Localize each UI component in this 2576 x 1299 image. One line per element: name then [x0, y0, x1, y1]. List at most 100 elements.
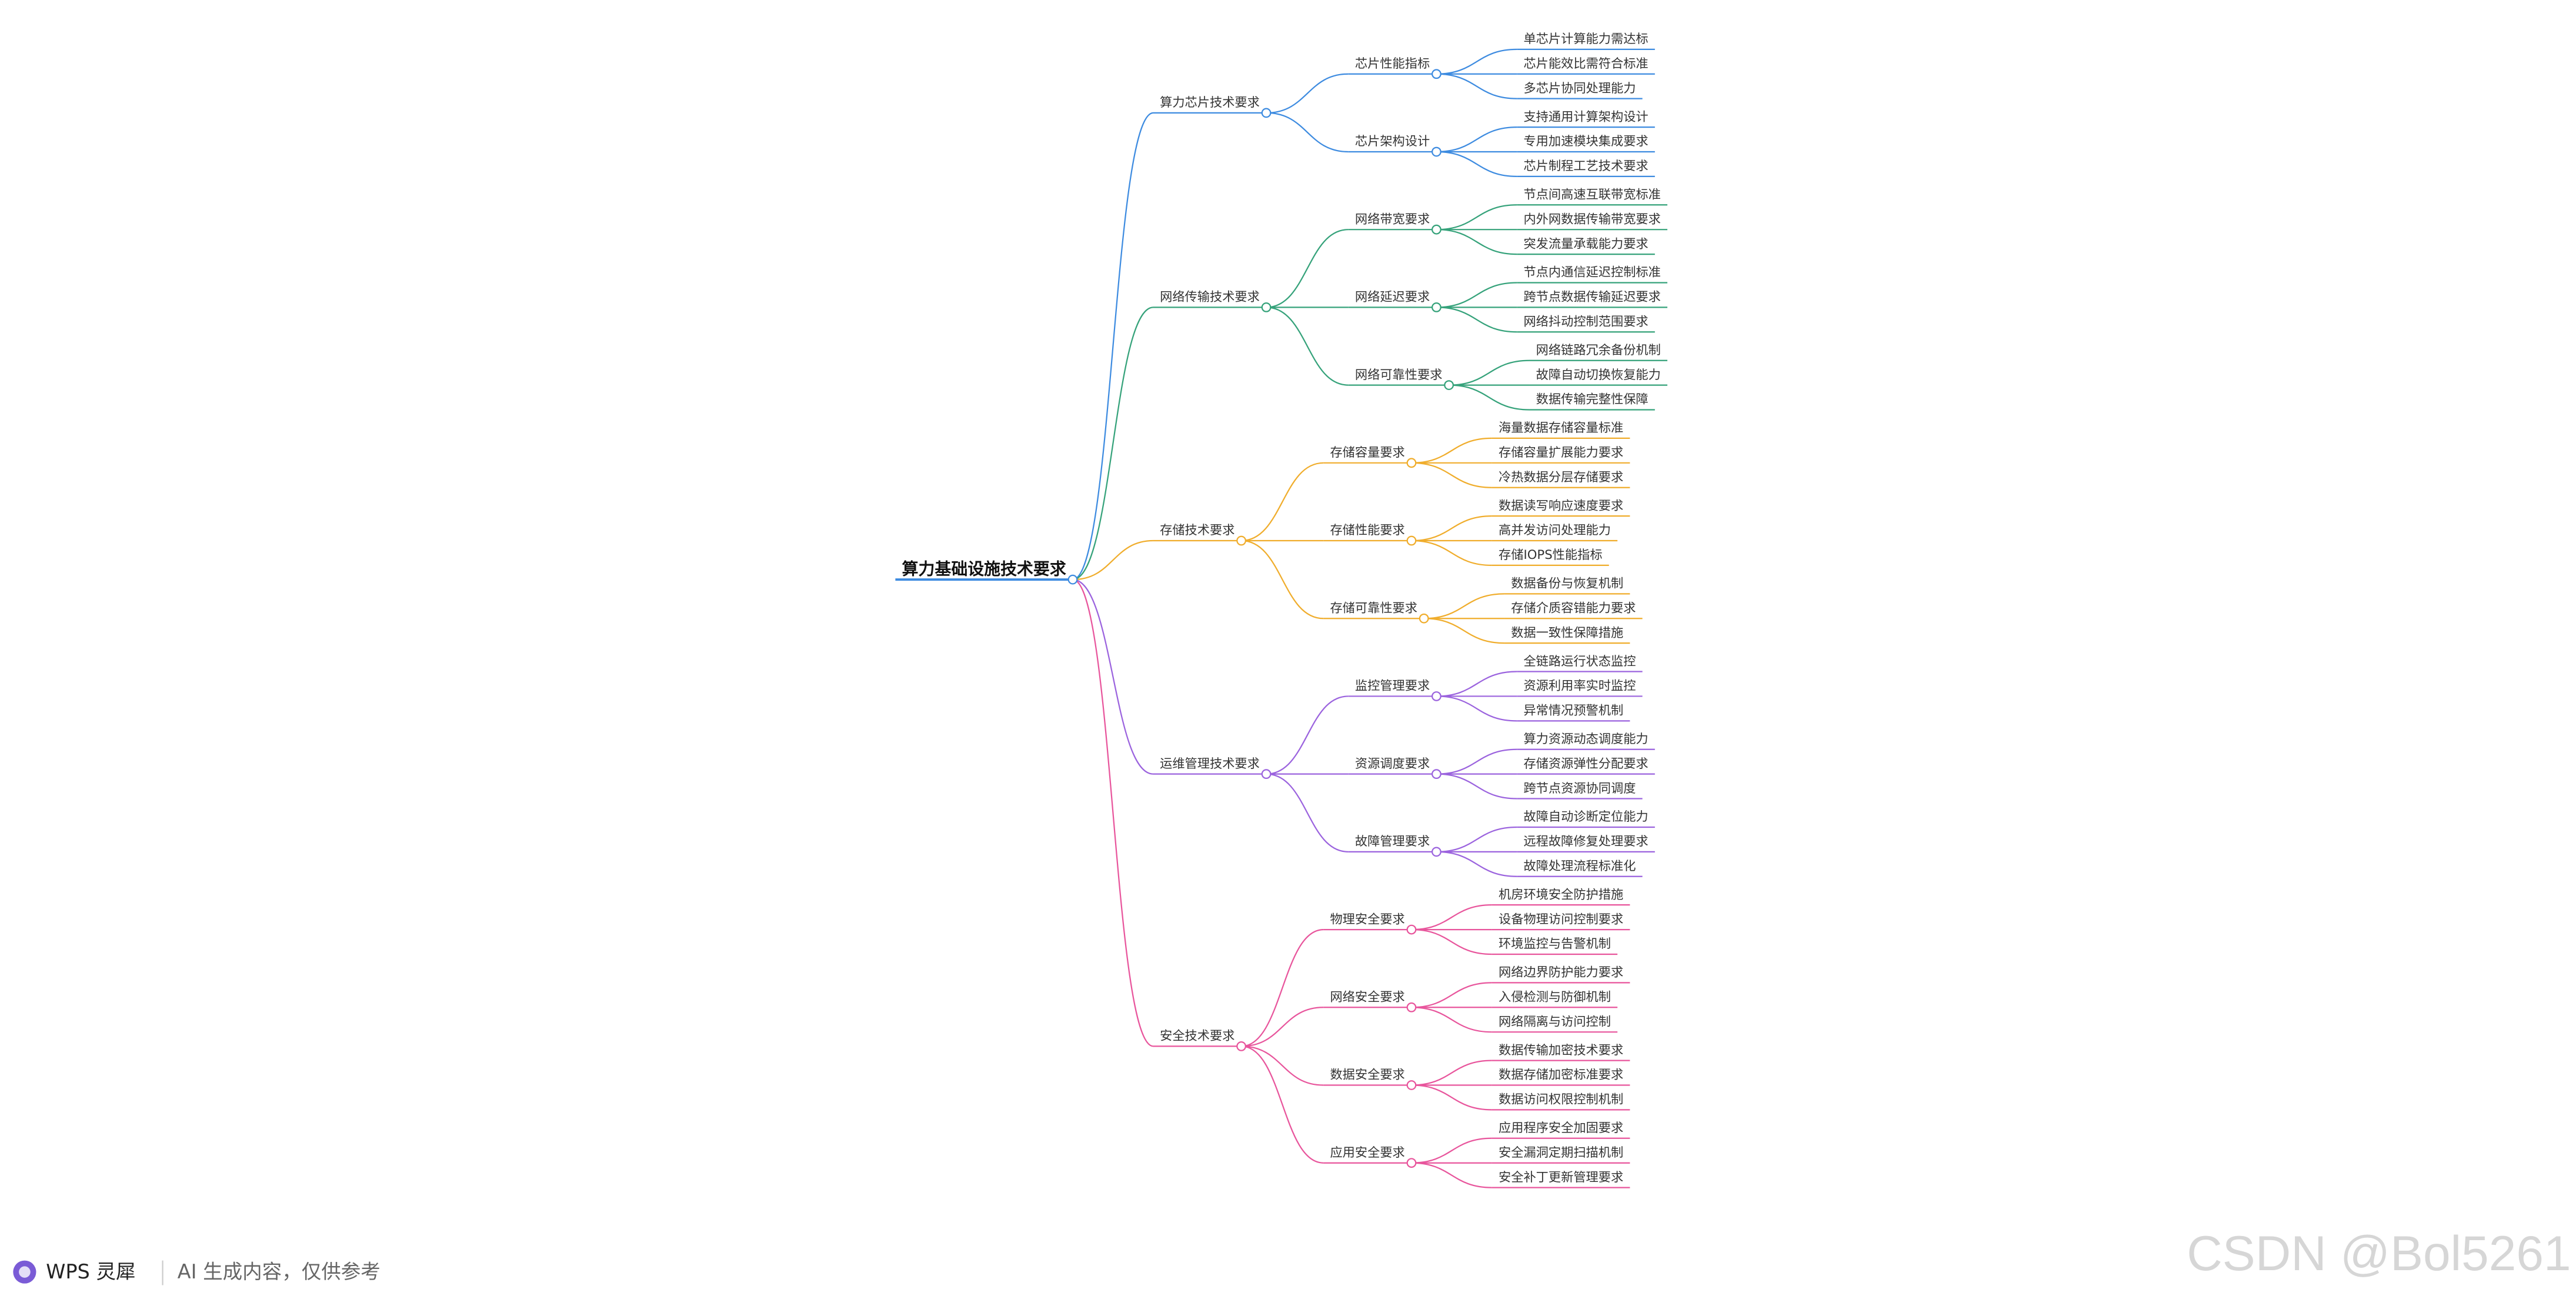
node-label: 存储IOPS性能指标: [1499, 548, 1603, 562]
connector: [1411, 1007, 1492, 1033]
connector: [1436, 307, 1517, 333]
connector: [1411, 1137, 1492, 1164]
connector: [1411, 1060, 1492, 1086]
watermark: CSDN @Bol5261: [2187, 1225, 2571, 1281]
node-circle: [1432, 302, 1442, 312]
node-circle: [1432, 691, 1442, 701]
connector: [1411, 904, 1492, 931]
node-circle: [1432, 69, 1442, 79]
node-circle: [1236, 1041, 1246, 1051]
node-label: 芯片架构设计: [1355, 134, 1430, 149]
node-label: 跨节点资源协同调度: [1523, 781, 1636, 796]
node-label: 应用安全要求: [1330, 1145, 1404, 1160]
node-label: 单芯片计算能力需达标: [1523, 32, 1648, 46]
connector: [1411, 928, 1492, 955]
node-label: 运维管理技术要求: [1160, 757, 1260, 771]
node-label: 存储技术要求: [1160, 523, 1234, 538]
node-label: 存储性能要求: [1330, 523, 1404, 538]
connector: [1072, 307, 1154, 581]
node-circle: [1236, 535, 1246, 546]
node-label: 远程故障修复处理要求: [1523, 834, 1648, 849]
node-label: 数据读写响应速度要求: [1499, 498, 1623, 513]
node-label: 冷热数据分层存储要求: [1499, 470, 1623, 485]
connector: [1436, 73, 1517, 99]
connector: [1436, 282, 1517, 308]
node-label: 设备物理访问控制要求: [1499, 912, 1623, 927]
node-label: 芯片能效比需符合标准: [1523, 56, 1648, 71]
node-circle: [1432, 224, 1442, 235]
connector: [1266, 307, 1349, 386]
connector: [1072, 112, 1154, 581]
node-circle: [1444, 380, 1454, 390]
node-label: 高并发访问处理能力: [1499, 523, 1611, 538]
connector: [1411, 982, 1492, 1008]
brand-logo-inner: [19, 1266, 31, 1278]
node-label: 应用程序安全加固要求: [1499, 1121, 1623, 1135]
connector: [1241, 1045, 1324, 1164]
node-label: 环境监控与告警机制: [1499, 937, 1611, 951]
node-label: 安全技术要求: [1160, 1029, 1234, 1044]
node-label: 物理安全要求: [1330, 912, 1404, 927]
connector: [1241, 928, 1324, 1047]
node-label: 机房环境安全防护措施: [1499, 887, 1623, 902]
connector: [1436, 126, 1517, 153]
connector: [1436, 671, 1517, 697]
node-label: 网络可靠性要求: [1355, 368, 1443, 382]
disclaimer: AI 生成内容，仅供参考: [178, 1260, 381, 1283]
connector: [1449, 384, 1530, 411]
connector: [1436, 151, 1517, 177]
node-circle: [1406, 1002, 1417, 1012]
connector: [1411, 1084, 1492, 1111]
node-label: 跨节点数据传输延迟要求: [1523, 290, 1660, 305]
node-label: 多芯片协同处理能力: [1523, 81, 1636, 96]
node-label: 芯片性能指标: [1355, 56, 1430, 71]
node-label: 故障自动切换恢复能力: [1536, 368, 1661, 382]
connector: [1266, 229, 1349, 308]
node-label: 节点间高速互联带宽标准: [1523, 188, 1660, 202]
connector: [1449, 359, 1530, 386]
connector: [1241, 1045, 1324, 1086]
node-label: 芯片制程工艺技术要求: [1523, 159, 1648, 174]
links: [1072, 48, 1530, 1188]
connector: [1411, 437, 1492, 464]
connector: [1436, 695, 1517, 722]
connector: [1436, 851, 1517, 877]
connector: [1411, 515, 1492, 542]
node-circle: [1261, 302, 1272, 312]
node-label: 突发流量承载能力要求: [1523, 237, 1648, 251]
node-label: 数据安全要求: [1330, 1068, 1404, 1082]
node-label: 存储介质容错能力要求: [1511, 601, 1636, 615]
node-label: 存储资源弹性分配要求: [1523, 757, 1648, 771]
node-circle: [1432, 847, 1442, 857]
connector: [1241, 1007, 1324, 1047]
node-label: 安全漏洞定期扫描机制: [1499, 1145, 1623, 1160]
nodes: 算力基础设施技术要求 算力芯片技术要求 芯片性能指标 单芯片计算能力需达标芯片能效比需…: [895, 32, 1668, 1188]
connector: [1266, 112, 1349, 153]
node-label: 网络边界防护能力要求: [1499, 965, 1623, 980]
connector: [1072, 579, 1154, 1047]
node-label: 网络链路冗余备份机制: [1536, 343, 1661, 358]
connector: [1436, 748, 1517, 775]
connector: [1436, 48, 1517, 75]
node-label: 故障管理要求: [1355, 834, 1430, 849]
node-label: 节点内通信延迟控制标准: [1523, 265, 1660, 280]
node-label: 网络传输技术要求: [1160, 290, 1260, 305]
node-circle: [1261, 769, 1272, 780]
node-label: 网络抖动控制范围要求: [1523, 315, 1648, 329]
node-circle: [1406, 1158, 1417, 1168]
node-label: 监控管理要求: [1355, 679, 1430, 694]
node-label: 入侵检测与防御机制: [1499, 990, 1611, 1005]
node-label: 安全补丁更新管理要求: [1499, 1170, 1623, 1185]
node-label: 算力资源动态调度能力: [1523, 732, 1648, 747]
node-label: 支持通用计算架构设计: [1523, 109, 1648, 124]
node-label: 故障自动诊断定位能力: [1523, 810, 1648, 824]
node-label: 网络延迟要求: [1355, 290, 1430, 305]
node-label: 数据传输加密技术要求: [1499, 1043, 1623, 1058]
connector: [1241, 539, 1324, 619]
node-circle: [1432, 146, 1442, 157]
node-label: 海量数据存储容量标准: [1499, 421, 1623, 435]
connector: [1436, 204, 1517, 231]
connector: [1072, 539, 1153, 581]
